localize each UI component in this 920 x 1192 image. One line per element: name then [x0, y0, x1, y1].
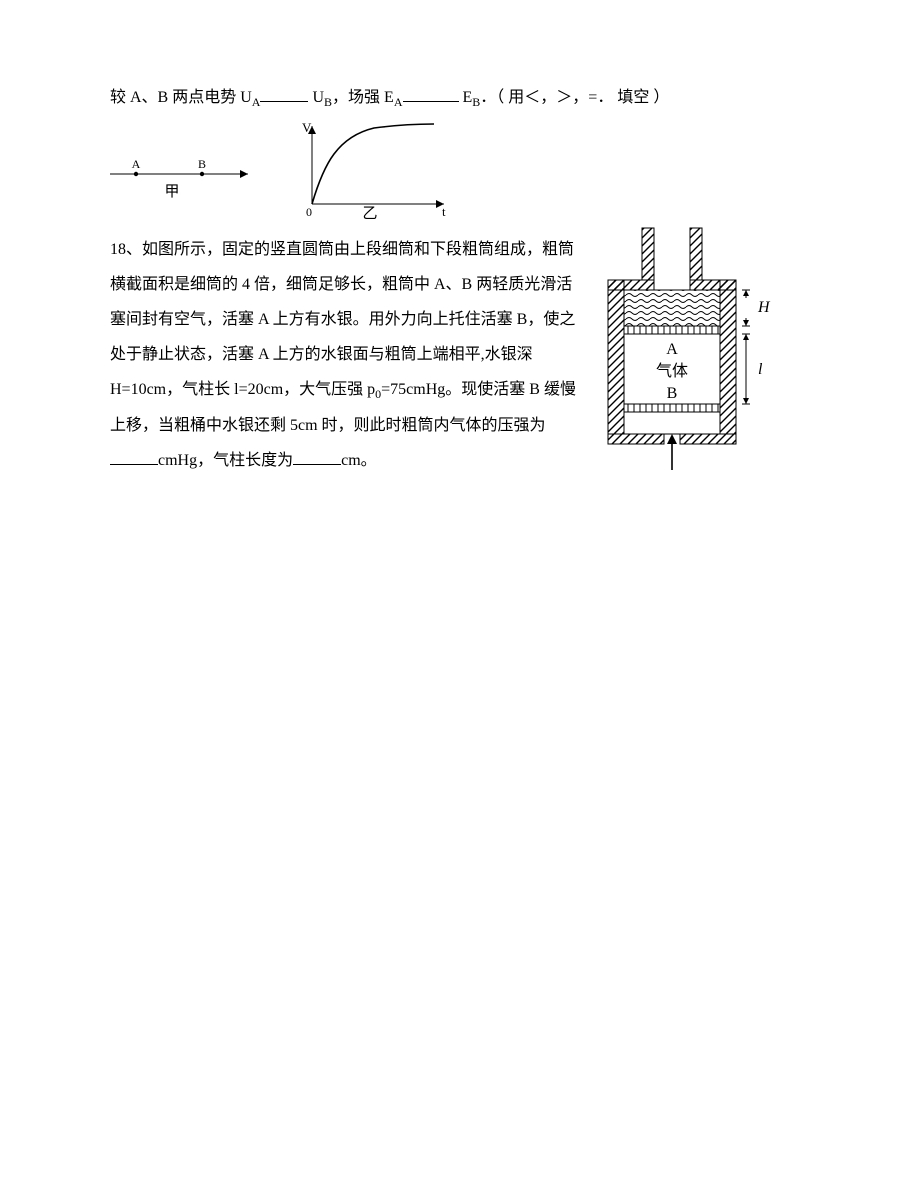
q17-comparison-line: 较 A、B 两点电势 UA UB，场强 EA EB．（ 用＜，＞，=． 填空 ） [110, 80, 810, 116]
fig-yi-xlabel: t [442, 204, 446, 219]
q18-block: 18、如图所示，固定的竖直圆筒由上段细筒和下段粗筒组成，粗筒横截面积是细筒的 4… [110, 232, 810, 487]
q18-figure: A 气体 B [590, 226, 810, 487]
q18-fig-B: B [667, 385, 678, 402]
q18-fig-gas: 气体 [656, 362, 688, 380]
fig-yi-ylabel: V [302, 120, 312, 135]
q17-prefix: 较 A、B 两点电势 U [110, 89, 252, 106]
document-page: 较 A、B 两点电势 UA UB，场强 EA EB．（ 用＜，＞，=． 填空 ）… [110, 80, 810, 487]
fig-jiao-A: A [132, 157, 141, 171]
q17-blank2 [403, 84, 459, 102]
q18-fig-A: A [666, 341, 678, 358]
fig-jiao-B: B [198, 157, 206, 171]
figure-yi: V 0 t 乙 [294, 120, 454, 220]
q18-unit1: cmHg，气柱长度为 [158, 452, 293, 469]
q17-mid1: U [308, 89, 324, 106]
q17-tail: ．（ 用＜，＞，=． 填空 ） [480, 89, 669, 106]
q17-field: ，场强 E [332, 89, 394, 106]
q18-text: 18、如图所示，固定的竖直圆筒由上段细筒和下段粗筒组成，粗筒横截面积是细筒的 4… [110, 232, 578, 479]
figure-jiao: A B 甲 [104, 156, 254, 220]
q18-blank1 [110, 447, 158, 465]
fig-yi-origin: 0 [306, 205, 312, 219]
q18-unit2: cm。 [341, 452, 377, 469]
q18-fig-l: l [758, 361, 763, 378]
q17-mid2: E [459, 89, 473, 106]
q17-blank1 [260, 84, 308, 102]
q18-part1: 18、如图所示，固定的竖直圆筒由上段细筒和下段粗筒组成，粗筒横截面积是细筒的 4… [110, 241, 575, 399]
q17-subB: B [324, 95, 332, 109]
fig-yi-caption: 乙 [362, 206, 377, 220]
q18-blank2 [293, 447, 341, 465]
fig-jiao-caption: 甲 [164, 184, 179, 200]
q17-subA2: A [394, 95, 403, 109]
q17-figures: A B 甲 V 0 t 乙 [104, 120, 810, 220]
q17-subA: A [252, 95, 261, 109]
q18-fig-H: H [757, 299, 771, 316]
